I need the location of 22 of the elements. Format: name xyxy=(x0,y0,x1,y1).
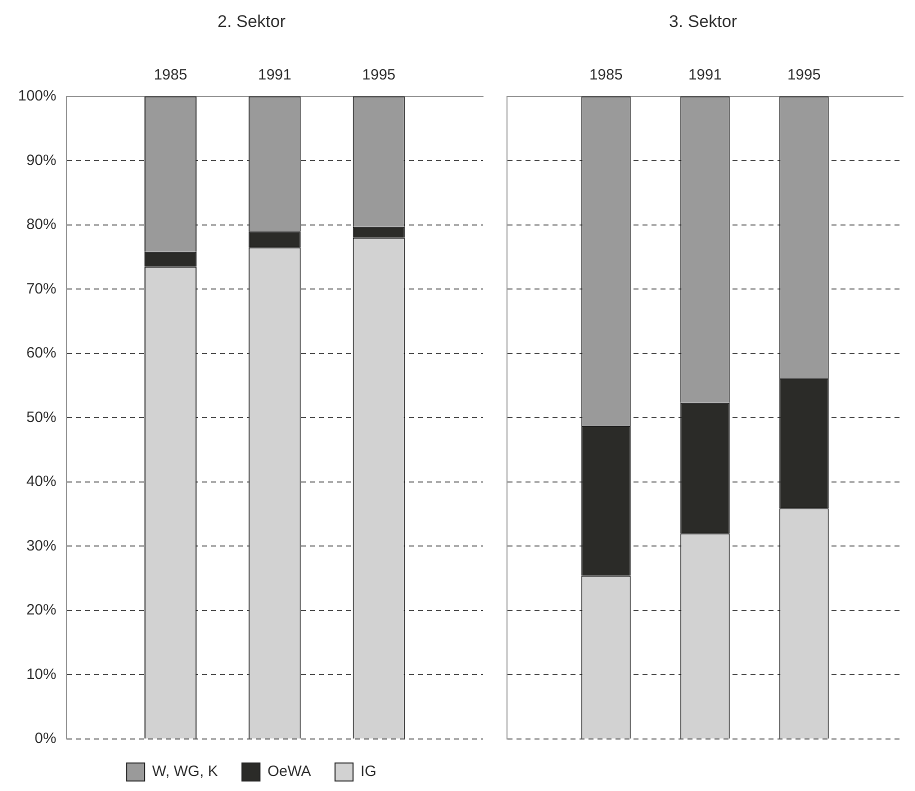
y-tick-label: 90% xyxy=(26,152,56,169)
x-tick-label: 1995 xyxy=(362,66,396,84)
y-tick-label: 20% xyxy=(26,602,56,619)
x-tick-label: 1985 xyxy=(154,66,188,84)
y-tick-label: 100% xyxy=(18,88,56,105)
x-tick-label: 1991 xyxy=(258,66,292,84)
x-tick-label: 1995 xyxy=(787,66,821,84)
y-tick-label: 0% xyxy=(34,730,56,748)
y-tick-label: 10% xyxy=(26,666,56,683)
legend-label: W, WG, K xyxy=(152,763,218,780)
y-tick-label: 30% xyxy=(26,537,56,554)
y-tick-label: 80% xyxy=(26,216,56,234)
chart-title: 2. Sektor xyxy=(217,12,286,31)
y-tick-label: 40% xyxy=(26,473,56,490)
chart-title: 3. Sektor xyxy=(668,12,738,31)
legend-label: IG xyxy=(360,763,376,780)
y-tick-label: 60% xyxy=(26,344,56,362)
y-tick-label: 50% xyxy=(26,408,56,426)
x-tick-label: 1991 xyxy=(688,66,722,84)
x-tick-label: 1985 xyxy=(589,66,623,84)
legend-label: OeWA xyxy=(267,763,312,780)
y-tick-label: 70% xyxy=(26,280,56,298)
